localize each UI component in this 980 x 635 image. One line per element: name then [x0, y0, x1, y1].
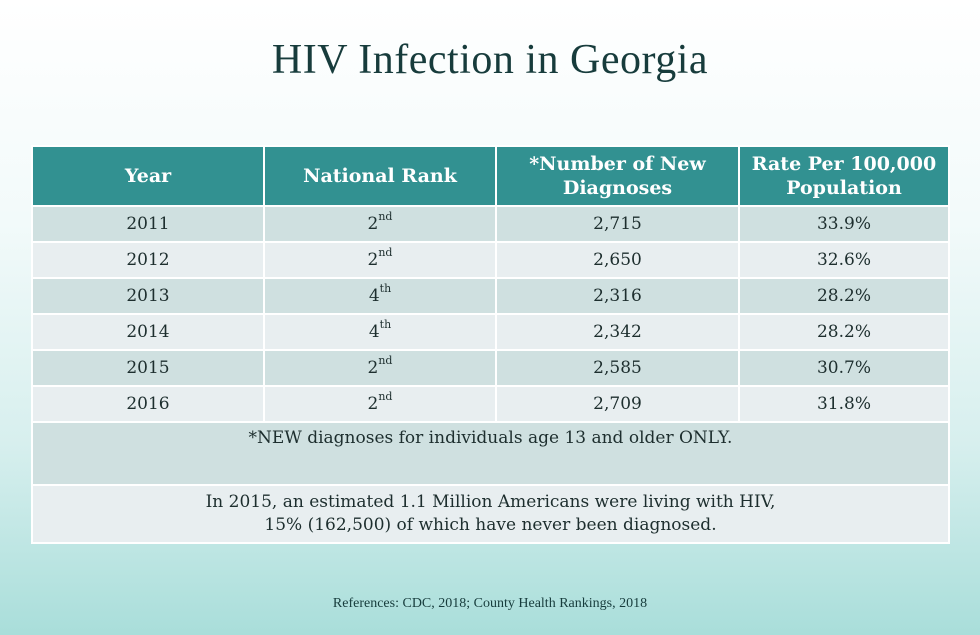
cell-year: 2013	[31, 277, 265, 315]
rank-suffix: th	[379, 318, 392, 331]
cell-rank: 4th	[263, 313, 497, 351]
rank-suffix: nd	[378, 246, 393, 259]
table-row: 2011 2nd 2,715 33.9%	[31, 205, 950, 243]
cell-rate: 33.9%	[738, 205, 950, 243]
estimate-text: In 2015, an estimated 1.1 Million Americ…	[31, 484, 950, 544]
rank-number: 2	[367, 358, 379, 378]
cell-rate: 32.6%	[738, 241, 950, 279]
rank-number: 4	[368, 286, 380, 306]
estimate-row: In 2015, an estimated 1.1 Million Americ…	[31, 484, 950, 544]
rank-suffix: nd	[378, 390, 393, 403]
cell-diagnoses: 2,650	[495, 241, 740, 279]
estimate-line-2: 15% (162,500) of which have never been d…	[264, 515, 717, 535]
cell-diagnoses: 2,342	[495, 313, 740, 351]
footnote-text: *NEW diagnoses for individuals age 13 an…	[31, 421, 950, 486]
table-header-row: Year National Rank *Number of New Diagno…	[31, 145, 950, 207]
rank-number: 2	[367, 214, 379, 234]
rank-suffix: nd	[378, 354, 393, 367]
header-year: Year	[31, 145, 265, 207]
page-title: HIV Infection in Georgia	[271, 37, 709, 83]
references-text: References: CDC, 2018; County Health Ran…	[332, 596, 648, 611]
cell-rank: 2nd	[263, 205, 497, 243]
table-row: 2013 4th 2,316 28.2%	[31, 277, 950, 315]
cell-diagnoses: 2,316	[495, 277, 740, 315]
header-national-rank: National Rank	[263, 145, 497, 207]
table-row: 2015 2nd 2,585 30.7%	[31, 349, 950, 387]
cell-rate: 30.7%	[738, 349, 950, 387]
hiv-data-table: Year National Rank *Number of New Diagno…	[31, 145, 950, 544]
table-row: 2012 2nd 2,650 32.6%	[31, 241, 950, 279]
cell-diagnoses: 2,715	[495, 205, 740, 243]
rank-number: 4	[368, 322, 380, 342]
cell-rank: 2nd	[263, 385, 497, 423]
rank-suffix: nd	[378, 210, 393, 223]
cell-rank: 2nd	[263, 349, 497, 387]
cell-rank: 4th	[263, 277, 497, 315]
cell-rate: 28.2%	[738, 313, 950, 351]
cell-year: 2012	[31, 241, 265, 279]
cell-rank: 2nd	[263, 241, 497, 279]
cell-diagnoses: 2,709	[495, 385, 740, 423]
cell-rate: 28.2%	[738, 277, 950, 315]
cell-rate: 31.8%	[738, 385, 950, 423]
rank-number: 2	[367, 250, 379, 270]
footnote-row: *NEW diagnoses for individuals age 13 an…	[31, 421, 950, 486]
cell-diagnoses: 2,585	[495, 349, 740, 387]
rank-suffix: th	[379, 282, 392, 295]
header-rate: Rate Per 100,000 Population	[738, 145, 950, 207]
header-new-diagnoses: *Number of New Diagnoses	[495, 145, 740, 207]
rank-number: 2	[367, 394, 379, 414]
cell-year: 2014	[31, 313, 265, 351]
table-row: 2016 2nd 2,709 31.8%	[31, 385, 950, 423]
cell-year: 2015	[31, 349, 265, 387]
estimate-line-1: In 2015, an estimated 1.1 Million Americ…	[205, 492, 776, 512]
table-row: 2014 4th 2,342 28.2%	[31, 313, 950, 351]
cell-year: 2016	[31, 385, 265, 423]
cell-year: 2011	[31, 205, 265, 243]
